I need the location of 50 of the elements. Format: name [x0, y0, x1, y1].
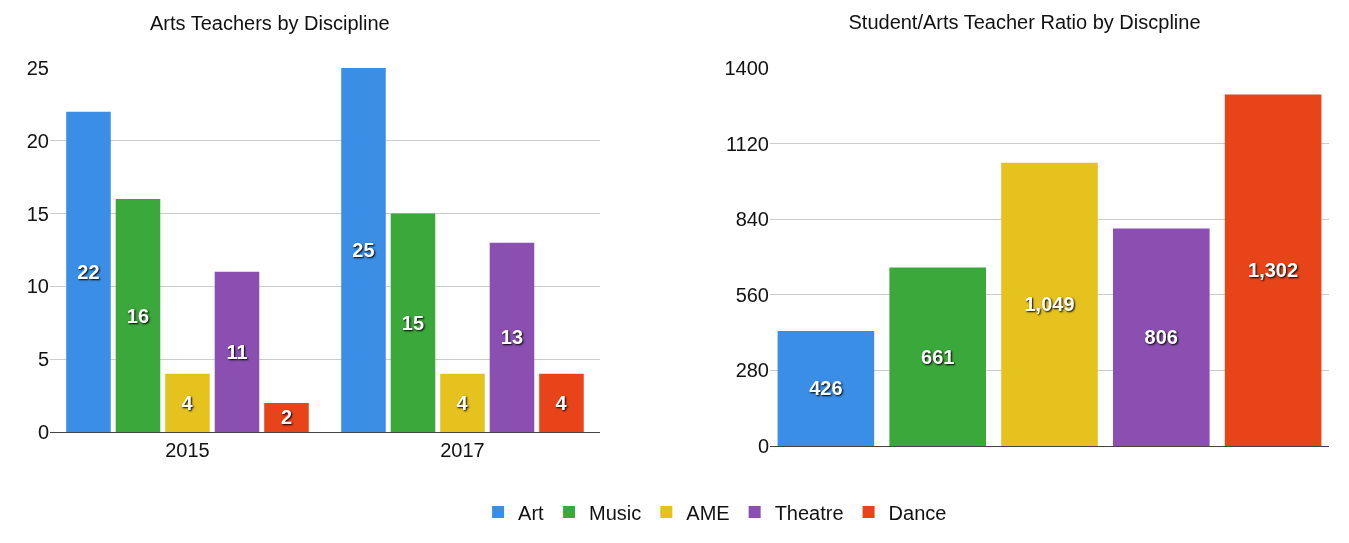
y-tick-label: 15: [26, 202, 49, 225]
y-tick-label: 1120: [725, 132, 769, 155]
y-tick-label: 10: [26, 275, 49, 298]
bar: [165, 373, 210, 432]
data-label: 15: [401, 311, 425, 334]
legend-label: Music: [589, 501, 642, 524]
data-label: 661: [921, 345, 955, 368]
bar: [539, 373, 584, 432]
y-tick-label: 560: [735, 283, 769, 306]
bar: [1001, 162, 1098, 446]
data-label: 16: [126, 304, 150, 327]
bar: [777, 330, 875, 446]
legend-label: Art: [518, 501, 545, 524]
data-label: 4: [555, 391, 568, 414]
data-label: 1,302: [1248, 259, 1299, 282]
bar: [889, 267, 986, 446]
data-label: 25: [352, 239, 375, 261]
y-tick-label: 25: [26, 57, 49, 79]
bar: [1224, 94, 1322, 446]
data-label: 13: [500, 326, 524, 349]
chart-title: Arts Teachers by Discipline: [149, 12, 390, 35]
x-tick-label: 2017: [440, 439, 485, 461]
y-tick-label: 5: [37, 348, 49, 371]
legend-label: AME: [686, 501, 730, 524]
y-tick-label: 20: [26, 129, 49, 152]
data-label: 2: [280, 406, 293, 429]
y-tick-label: 840: [735, 208, 769, 231]
bar: [66, 111, 111, 432]
bar: [440, 373, 485, 432]
data-label: 22: [77, 260, 100, 283]
bar: [489, 242, 535, 432]
y-tick-label: 280: [735, 359, 769, 382]
legend-label: Theatre: [774, 501, 844, 524]
data-label: 4: [456, 391, 469, 414]
bar: [1113, 228, 1210, 446]
bar: [341, 68, 386, 432]
data-label: 1,049: [1024, 293, 1075, 316]
y-tick-label: 0: [37, 421, 49, 443]
bar: [214, 271, 260, 432]
data-label: 11: [226, 340, 248, 363]
data-label: 806: [1144, 326, 1178, 349]
data-label: 4: [181, 391, 194, 414]
data-label: 426: [809, 377, 843, 400]
chart-title: Student/Arts Teacher Ratio by Discpline: [848, 10, 1201, 33]
y-tick-label: 0: [757, 435, 769, 457]
bar: [115, 199, 161, 432]
y-tick-label: 1400: [724, 57, 769, 79]
legend-label: Dance: [888, 501, 947, 524]
bar: [390, 213, 436, 432]
x-tick-label: 2015: [165, 439, 210, 461]
